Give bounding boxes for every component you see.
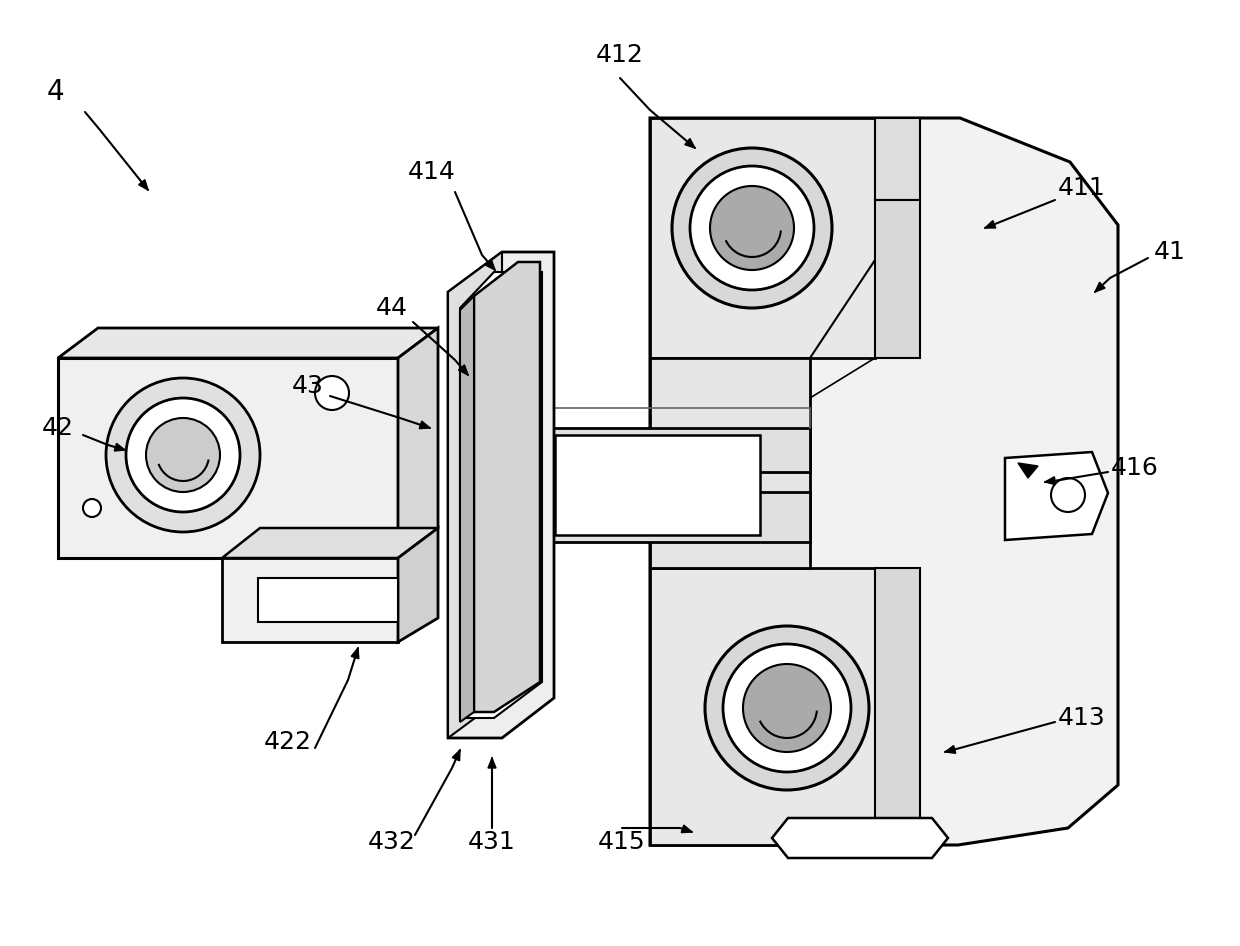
Polygon shape	[258, 578, 398, 622]
Text: 415: 415	[598, 830, 646, 854]
Polygon shape	[398, 328, 438, 558]
Polygon shape	[875, 568, 920, 845]
Text: 41: 41	[1154, 240, 1185, 264]
Circle shape	[706, 626, 869, 790]
Text: 411: 411	[1058, 176, 1106, 200]
Polygon shape	[472, 492, 810, 542]
Text: 416: 416	[1111, 456, 1159, 480]
Circle shape	[672, 148, 832, 308]
Polygon shape	[474, 262, 539, 712]
Polygon shape	[1018, 463, 1038, 478]
Circle shape	[689, 166, 813, 290]
Text: 412: 412	[596, 43, 644, 67]
Polygon shape	[139, 180, 148, 190]
Polygon shape	[650, 568, 875, 845]
Polygon shape	[489, 758, 496, 768]
Text: 432: 432	[368, 830, 415, 854]
Circle shape	[1052, 478, 1085, 512]
Circle shape	[126, 398, 241, 512]
Polygon shape	[773, 818, 949, 858]
Polygon shape	[650, 118, 875, 358]
Polygon shape	[485, 260, 495, 270]
Circle shape	[315, 376, 348, 410]
Polygon shape	[875, 118, 920, 200]
Polygon shape	[448, 252, 502, 738]
Text: 42: 42	[42, 416, 74, 440]
Polygon shape	[114, 444, 125, 451]
Polygon shape	[684, 138, 694, 148]
Polygon shape	[460, 272, 542, 718]
Circle shape	[83, 499, 100, 517]
Polygon shape	[58, 328, 438, 358]
Polygon shape	[875, 200, 920, 358]
Polygon shape	[1045, 477, 1055, 484]
Polygon shape	[650, 358, 810, 568]
Polygon shape	[58, 358, 398, 558]
Polygon shape	[398, 528, 438, 642]
Text: 431: 431	[469, 830, 516, 854]
Text: 44: 44	[376, 296, 408, 320]
Text: 422: 422	[264, 730, 312, 754]
Polygon shape	[351, 648, 358, 658]
Text: 43: 43	[293, 374, 324, 398]
Text: 4: 4	[46, 78, 63, 106]
Polygon shape	[460, 296, 474, 722]
Polygon shape	[453, 750, 460, 761]
Polygon shape	[419, 421, 430, 429]
Text: 414: 414	[408, 160, 456, 184]
Polygon shape	[222, 528, 438, 558]
Circle shape	[711, 186, 794, 270]
Polygon shape	[985, 220, 996, 228]
Polygon shape	[945, 745, 956, 753]
Polygon shape	[650, 118, 1118, 845]
Text: 413: 413	[1058, 706, 1106, 730]
Circle shape	[105, 378, 260, 532]
Polygon shape	[556, 435, 760, 535]
Polygon shape	[448, 252, 554, 738]
Polygon shape	[1095, 282, 1105, 292]
Polygon shape	[1004, 452, 1109, 540]
Polygon shape	[222, 558, 398, 642]
Polygon shape	[459, 365, 467, 375]
Circle shape	[723, 644, 851, 772]
Polygon shape	[472, 428, 810, 472]
Circle shape	[146, 418, 219, 492]
Circle shape	[743, 664, 831, 752]
Polygon shape	[681, 825, 692, 832]
